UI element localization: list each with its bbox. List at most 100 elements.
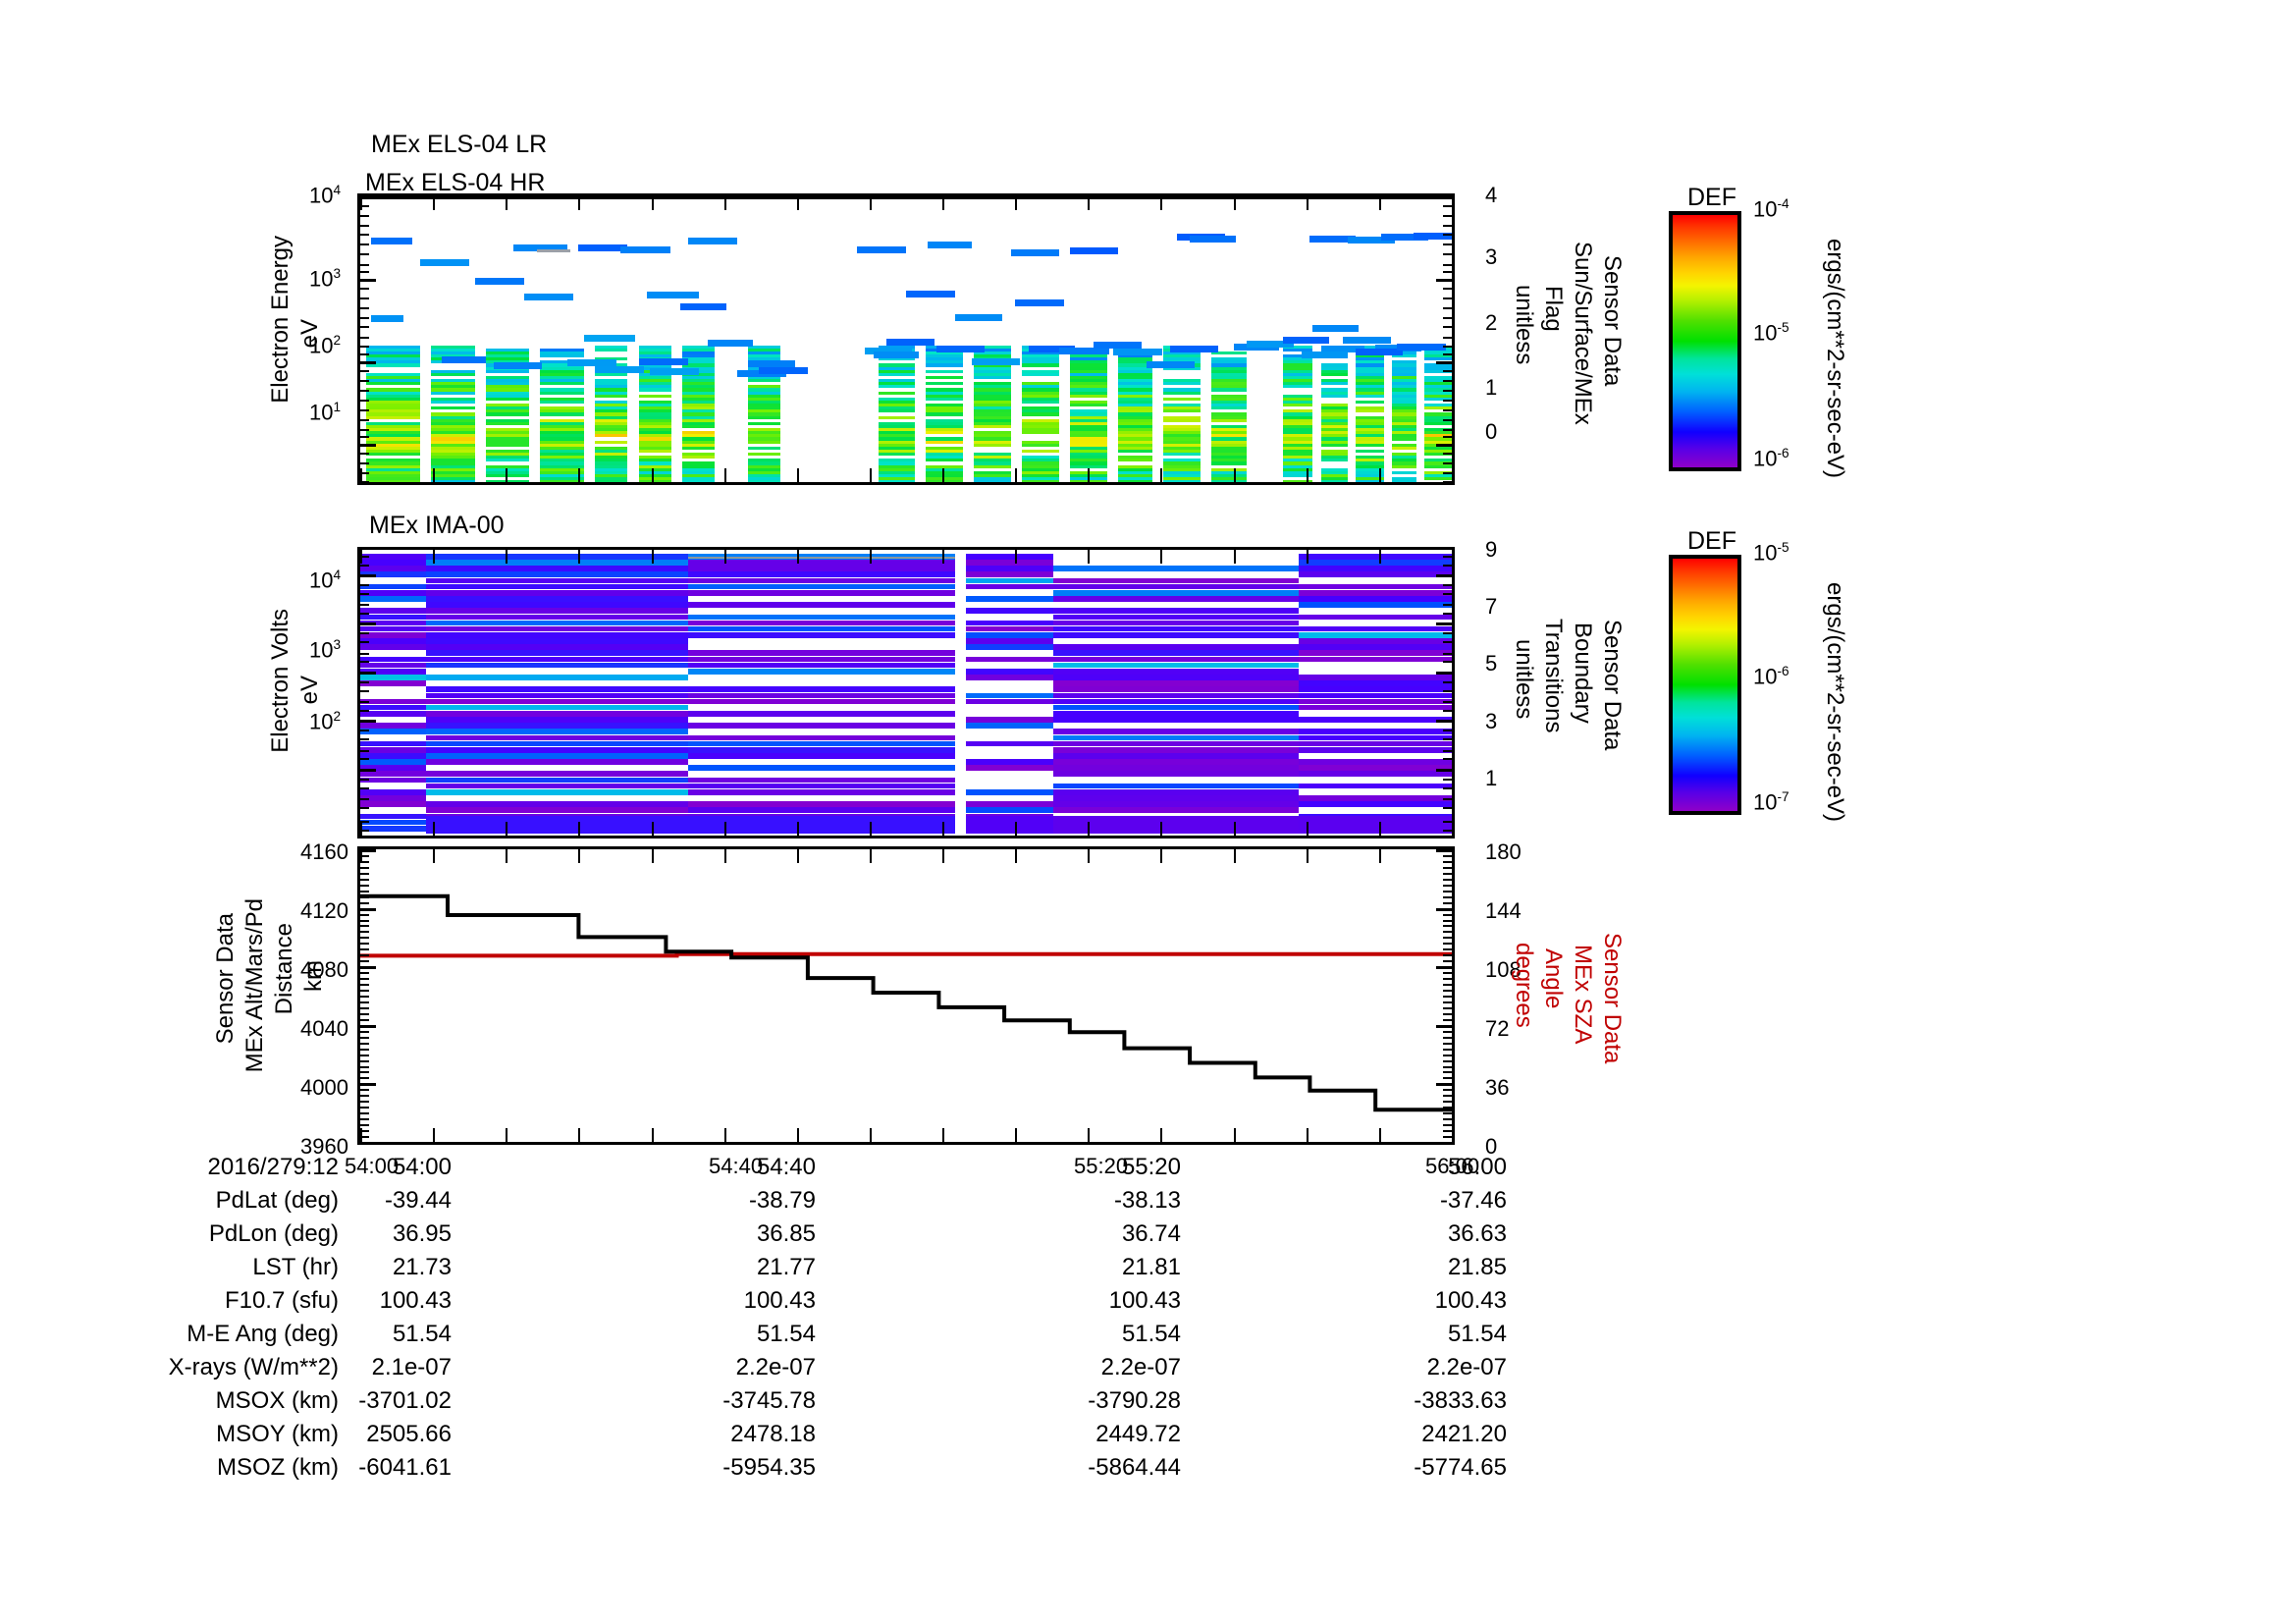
spectrogram-bin — [1163, 434, 1201, 438]
spectrogram-bin — [879, 363, 915, 367]
spectrogram-bin — [1211, 415, 1247, 419]
table-cell: 21.73 — [392, 1254, 452, 1280]
spectrogram-bin — [879, 431, 915, 435]
spectrogram-bin — [360, 729, 426, 735]
spectrogram-bin — [747, 453, 781, 457]
spectrogram-bin — [360, 620, 426, 626]
spectrogram-bin — [1282, 397, 1312, 401]
els-spectrogram-panel[interactable] — [357, 193, 1455, 485]
altitude-sza-panel[interactable] — [357, 846, 1455, 1145]
spectrogram-bin — [1424, 382, 1452, 386]
xtick-major — [360, 822, 362, 836]
spectrogram-bin — [540, 470, 584, 474]
spectrogram-bin — [682, 357, 716, 361]
ytick-minor — [1443, 830, 1452, 833]
colorbar1-units-label: ergs/(cm**2-sr-sec-eV) — [1821, 239, 1848, 483]
spectrogram-bin — [1069, 400, 1107, 405]
spectrogram-bin — [966, 577, 1054, 584]
spectrogram-bin — [431, 372, 475, 376]
spectrogram-bin — [1211, 473, 1247, 478]
table-cell: 51.54 — [1447, 1321, 1507, 1347]
xtick-major — [1015, 196, 1018, 210]
spectrogram-bin — [1053, 771, 1300, 778]
spectrogram-bin — [1021, 418, 1059, 422]
xtick-major — [1160, 196, 1163, 210]
spectrogram-bin — [747, 354, 781, 358]
spectrogram-bin — [595, 391, 628, 395]
panel2-title: MEx IMA-00 — [369, 512, 505, 539]
spectrogram-bin — [1021, 456, 1059, 460]
ytick-minor — [360, 632, 369, 635]
spectrogram-bin — [1299, 631, 1452, 638]
spectrogram-bin — [1299, 566, 1452, 571]
spectrogram-bin — [360, 638, 426, 644]
xtick-major — [433, 550, 436, 564]
ytick-minor — [1443, 1036, 1452, 1039]
spectrogram-bin — [926, 459, 963, 462]
spectrogram-bin — [1391, 388, 1417, 392]
spectrogram-bin — [973, 394, 1011, 398]
spectrogram-bin — [595, 453, 628, 457]
sza-line — [360, 951, 1452, 958]
spectrogram-bin — [595, 434, 628, 438]
table-cell: 100.43 — [743, 1287, 816, 1314]
spectrogram-bin — [431, 421, 475, 425]
spectrogram-bin — [879, 459, 915, 462]
spectrogram-bin — [926, 406, 963, 410]
spectrogram-bin — [1053, 675, 1300, 680]
spectrogram-bin — [1069, 388, 1107, 392]
spectrogram-bin — [540, 412, 584, 416]
spectrogram-bin — [1117, 459, 1153, 462]
spectrogram-bin — [747, 379, 781, 383]
spectrogram-bin — [966, 608, 1054, 615]
spectrogram-bin — [595, 348, 628, 352]
spectrogram-bin — [1282, 470, 1312, 474]
table-cell: -6041.61 — [358, 1454, 452, 1481]
ytick-minor — [1443, 408, 1452, 411]
spectrogram-bin — [1320, 406, 1349, 410]
spectrogram-bin — [425, 583, 688, 590]
spectrogram-bin — [1282, 480, 1312, 482]
spectrogram-bin — [1320, 470, 1349, 474]
spectrogram-bin — [1211, 434, 1247, 438]
spectrogram-bin — [1117, 354, 1153, 358]
spectrogram-bin — [1163, 461, 1201, 465]
xtick-major — [1088, 550, 1091, 564]
ytick-minor — [1443, 379, 1452, 382]
spectrogram-bin — [1299, 686, 1452, 692]
xtick-major — [506, 1128, 508, 1142]
spectrogram-bin — [1246, 340, 1294, 348]
spectrogram-bin — [1163, 446, 1201, 450]
spectrogram-bin — [1282, 400, 1312, 405]
ytick-major — [360, 622, 376, 626]
ytick-minor — [360, 890, 369, 893]
spectrogram-bin — [687, 662, 956, 669]
spectrogram-bin — [638, 382, 671, 386]
spectrogram-bin — [638, 406, 671, 410]
spectrogram-bin — [1117, 431, 1153, 435]
spectrogram-bin — [595, 480, 628, 482]
spectrogram-bin — [540, 354, 584, 358]
spectrogram-bin — [365, 440, 421, 444]
ytick-major — [1436, 278, 1452, 282]
spectrogram-bin — [595, 461, 628, 465]
xtick-major — [1378, 822, 1381, 836]
spectrogram-bin — [1211, 385, 1247, 389]
spectrogram-bin — [595, 385, 628, 389]
spectrogram-bin — [1282, 357, 1312, 361]
xtick-major — [1160, 1128, 1163, 1142]
ima-spectrogram-panel[interactable] — [357, 547, 1455, 839]
spectrogram-bin — [1282, 467, 1312, 471]
spectrogram-bin — [1424, 388, 1452, 392]
spectrogram-bin — [540, 418, 584, 422]
ytick-minor — [1443, 297, 1452, 299]
spectrogram-bin — [1299, 698, 1452, 705]
spectrogram-bin — [879, 464, 915, 468]
spectrogram-bin — [1117, 372, 1153, 376]
spectrogram-bin — [682, 446, 716, 450]
spectrogram-bin — [1282, 404, 1312, 407]
table-cell: 2421.20 — [1421, 1421, 1507, 1447]
ytick-minor — [360, 1065, 369, 1068]
ytick-minor — [1443, 806, 1452, 809]
spectrogram-bin — [1391, 453, 1417, 457]
